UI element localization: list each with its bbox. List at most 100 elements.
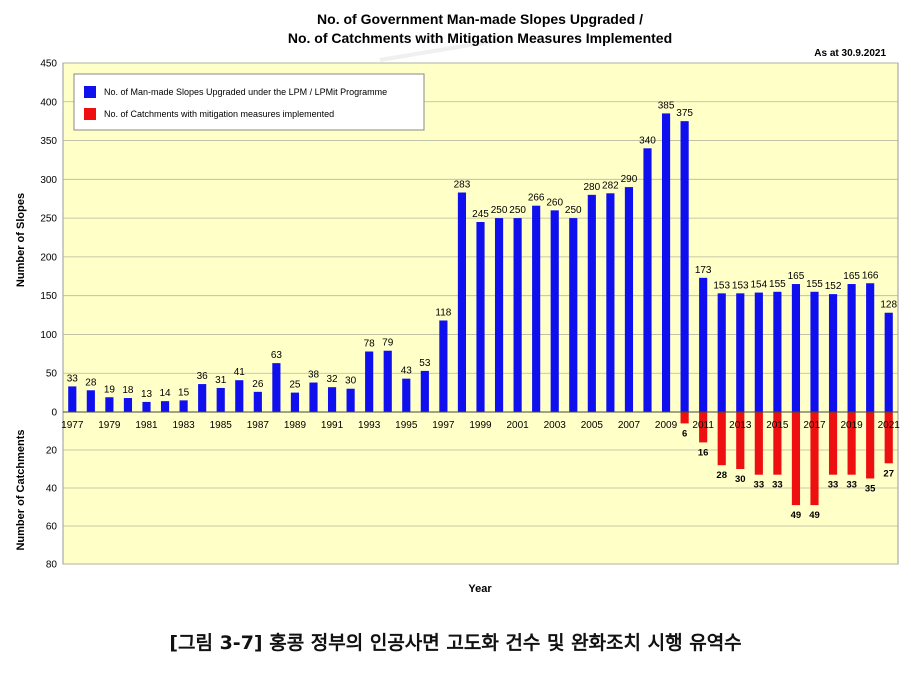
bar-slopes-1983: [179, 400, 188, 412]
bar-slopes-1980: [123, 398, 133, 412]
bar-catchments-2017: [810, 412, 819, 506]
bar-slopes-2007: [624, 187, 634, 412]
x-tick-label-1985: 1985: [210, 420, 233, 431]
bar-catchments-2010: [680, 412, 689, 424]
x-tick-label-1983: 1983: [172, 420, 195, 431]
y-tick-label: 450: [40, 59, 57, 70]
y-tick-label: 80: [46, 560, 58, 571]
bar-slopes-1979: [105, 397, 114, 412]
value-label-slopes-2021: 128: [880, 300, 897, 311]
value-label-slopes-2014: 154: [750, 280, 767, 291]
y-tick-label: 400: [40, 97, 57, 108]
bar-slopes-1981: [142, 401, 151, 412]
bar-slopes-2013: [736, 293, 745, 412]
bar-slopes-1992: [346, 388, 355, 412]
bar-slopes-2004: [569, 218, 578, 412]
value-label-slopes-2016: 165: [788, 271, 805, 282]
as-at-note: As at 30.9.2021: [814, 48, 886, 59]
value-label-slopes-1983: 15: [178, 387, 190, 398]
bar-catchments-2021: [884, 412, 893, 464]
value-label-slopes-1993: 78: [364, 339, 376, 350]
bar-slopes-2019: [847, 284, 856, 412]
bar-slopes-2001: [513, 218, 522, 412]
x-tick-label-1987: 1987: [247, 420, 270, 431]
value-label-slopes-2019: 165: [843, 271, 860, 282]
y-tick-label: 40: [46, 484, 58, 495]
value-label-slopes-1996: 53: [419, 358, 431, 369]
value-label-slopes-2008: 340: [639, 135, 656, 146]
value-label-slopes-1979: 19: [104, 384, 116, 395]
bar-slopes-1995: [402, 378, 411, 412]
x-axis-ticks: 1977 1979 1981 1983 1985 1987 1989 1991 1993 1995…: [61, 420, 900, 431]
bar-slopes-2005: [587, 194, 596, 412]
value-label-slopes-2001: 250: [509, 205, 526, 216]
value-label-slopes-2000: 250: [491, 205, 508, 216]
value-label-slopes-1982: 14: [159, 388, 171, 399]
y-tick-label: 200: [40, 252, 57, 263]
value-label-slopes-1989: 25: [289, 380, 301, 391]
value-label-slopes-2006: 282: [602, 180, 619, 191]
bar-slopes-1982: [160, 401, 170, 412]
legend: No. of Man-made Slopes Upgraded under th…: [73, 73, 425, 131]
value-label-slopes-2003: 260: [546, 197, 563, 208]
y-axis-title-bottom: Number of Catchments: [15, 429, 27, 550]
value-label-slopes-1995: 43: [401, 366, 413, 377]
y-tick-label: 60: [46, 522, 58, 533]
value-label-catchments-2014: 33: [754, 480, 765, 491]
value-label-slopes-2009: 385: [658, 100, 675, 111]
value-label-slopes-2007: 290: [621, 174, 638, 185]
y-axis-top-ticks: 0 50 100 150 200 250 300 350 400 450: [40, 59, 57, 419]
bar-slopes-1988: [272, 363, 281, 412]
y-tick-label: 50: [46, 369, 58, 380]
x-tick-label-2009: 2009: [655, 420, 678, 431]
bars: [68, 113, 893, 506]
y-tick-label: 20: [46, 446, 58, 457]
value-label-catchments-2015: 33: [772, 480, 783, 491]
value-label-slopes-1994: 79: [382, 338, 394, 349]
value-label-catchments-2012: 28: [716, 470, 727, 481]
value-label-slopes-1986: 41: [234, 367, 246, 378]
bar-slopes-1984: [198, 384, 207, 412]
value-label-slopes-1991: 32: [326, 374, 338, 385]
bar-slopes-1993: [365, 351, 374, 412]
value-label-catchments-2017: 49: [809, 510, 820, 521]
legend-swatch-slopes: [84, 86, 96, 98]
value-label-slopes-2015: 155: [769, 279, 786, 290]
bar-slopes-1990: [309, 382, 318, 412]
value-label-slopes-2010: 375: [676, 108, 693, 119]
bar-slopes-2000: [494, 218, 504, 412]
value-label-slopes-1997: 118: [435, 307, 451, 318]
y-tick-label: 100: [40, 330, 57, 341]
y-axis-bottom-ticks: 20 40 60 80: [46, 446, 58, 571]
bar-slopes-1999: [476, 221, 485, 412]
x-tick-label-1977: 1977: [61, 420, 84, 431]
bar-catchments-2015: [773, 412, 782, 475]
x-tick-label-1993: 1993: [358, 420, 381, 431]
x-tick-label-2007: 2007: [618, 420, 641, 431]
bar-catchments-2018: [828, 412, 838, 475]
bar-catchments-2019: [847, 412, 856, 475]
y-tick-label: 350: [40, 136, 57, 147]
bar-slopes-2002: [532, 205, 541, 412]
value-label-catchments-2020: 35: [865, 484, 876, 495]
bar-slopes-1986: [235, 380, 244, 412]
y-axis-title-top: Number of Slopes: [15, 193, 27, 287]
bar-slopes-1994: [383, 350, 392, 412]
x-tick-label-1995: 1995: [395, 420, 418, 431]
bar-slopes-1985: [216, 387, 225, 412]
value-label-slopes-1981: 13: [141, 389, 153, 400]
y-tick-label: 250: [40, 214, 57, 225]
value-label-slopes-1977: 33: [67, 373, 79, 384]
value-label-slopes-1980: 18: [122, 385, 134, 396]
x-tick-label-1991: 1991: [321, 420, 344, 431]
bar-slopes-2011: [699, 277, 708, 412]
value-label-slopes-1984: 36: [197, 371, 209, 382]
bar-slopes-1996: [420, 370, 429, 412]
bar-slopes-2014: [754, 292, 763, 412]
x-tick-label-2001: 2001: [506, 420, 529, 431]
bar-slopes-1997: [439, 320, 448, 412]
value-label-slopes-2013: 153: [732, 280, 749, 291]
value-label-catchments-2016: 49: [791, 510, 802, 521]
value-label-slopes-2017: 155: [806, 279, 823, 290]
